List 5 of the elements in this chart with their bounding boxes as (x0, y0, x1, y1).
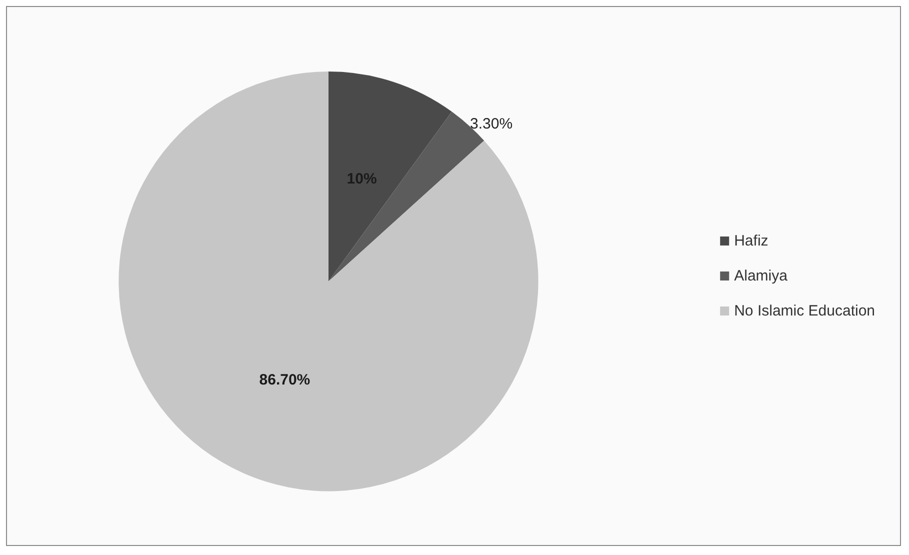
data-label: 3.30% (470, 115, 513, 132)
legend-label: Alamiya (734, 268, 788, 284)
data-label: 86.70% (259, 372, 310, 389)
legend-label: No Islamic Education (734, 302, 876, 320)
legend-label: Hafiz (734, 232, 768, 250)
